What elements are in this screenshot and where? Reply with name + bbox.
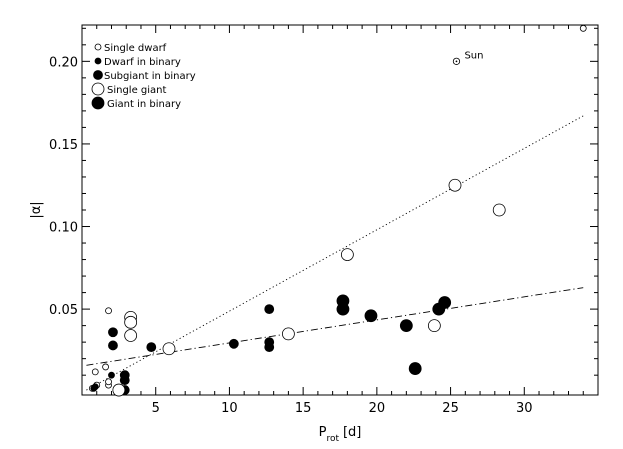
- axis-ticks: 5 10 15 20 25 30 0.05 0.10 0.15 0.20: [49, 25, 598, 416]
- legend-marker: [91, 82, 105, 96]
- x-tick-label: 10: [221, 401, 238, 416]
- data-point: [579, 24, 587, 32]
- data-point: [108, 340, 118, 351]
- data-point: [438, 296, 452, 309]
- data-point: [264, 304, 275, 315]
- series-single-dwarf: [88, 307, 112, 392]
- legend-label: Single giant: [107, 85, 167, 96]
- data-point: [427, 319, 441, 333]
- data-point: [105, 307, 112, 315]
- data-point: [399, 319, 413, 333]
- data-point: [91, 368, 99, 376]
- data-point: [108, 371, 115, 379]
- data-point: [119, 370, 130, 381]
- data-point: [105, 378, 112, 386]
- x-tick-label: 30: [516, 401, 533, 416]
- series-giant-in-binary: [336, 294, 452, 375]
- series-single-giant: [112, 178, 506, 397]
- y-tick-label: 0.20: [49, 55, 78, 70]
- legend-label: Giant in binary: [107, 99, 181, 110]
- x-axis-label-unit: [d]: [343, 425, 361, 440]
- legend-label: Dwarf in binary: [104, 57, 181, 68]
- sun-label: Sun: [464, 50, 483, 61]
- series-dwarf-in-binary: [90, 371, 115, 392]
- sun-marker-group: Sun: [452, 50, 483, 65]
- data-points: [88, 24, 587, 397]
- data-point: [124, 329, 138, 342]
- y-tick-label: 0.05: [49, 303, 78, 318]
- legend-marker: [91, 96, 105, 110]
- sun-marker-dot: [455, 60, 458, 63]
- legend-marker: [94, 57, 102, 65]
- data-point: [364, 309, 378, 323]
- x-axis-label: Prot [d]: [319, 425, 362, 444]
- data-point: [448, 178, 462, 192]
- data-point: [162, 342, 176, 356]
- data-point: [492, 203, 506, 217]
- x-axis-label-main: P: [319, 425, 327, 440]
- fit-line-dotted: [86, 115, 584, 391]
- axis-titles: Prot [d] |α|: [29, 201, 361, 444]
- x-tick-label: 5: [152, 401, 160, 416]
- data-point: [408, 362, 422, 375]
- data-point: [264, 342, 275, 352]
- legend-marker: [94, 43, 102, 51]
- data-point: [91, 383, 99, 391]
- legend-marker: [93, 70, 103, 80]
- x-tick-label: 15: [295, 401, 312, 416]
- data-point: [102, 363, 109, 371]
- y-tick-label: 0.10: [49, 221, 78, 236]
- fit-lines: [86, 115, 584, 391]
- data-point: [281, 327, 295, 341]
- series-subgiant-in-binary: [108, 304, 275, 395]
- data-point: [228, 338, 239, 349]
- y-axis-label: |α|: [29, 201, 44, 218]
- data-point: [124, 315, 138, 329]
- fit-line-dashdot: [86, 287, 584, 366]
- x-tick-label: 25: [442, 401, 459, 416]
- legend: Single dwarf Dwarf in binary Subgiant in b…: [91, 43, 196, 110]
- legend-label: Subgiant in binary: [104, 71, 196, 82]
- legend-label: Single dwarf: [104, 43, 167, 54]
- x-tick-label: 20: [369, 401, 386, 416]
- data-point: [340, 248, 354, 261]
- data-point: [336, 302, 350, 316]
- data-point: [112, 383, 126, 397]
- data-point: [108, 327, 118, 338]
- y-tick-label: 0.15: [49, 138, 78, 153]
- data-point: [146, 342, 157, 352]
- x-axis-label-sub: rot: [326, 434, 339, 444]
